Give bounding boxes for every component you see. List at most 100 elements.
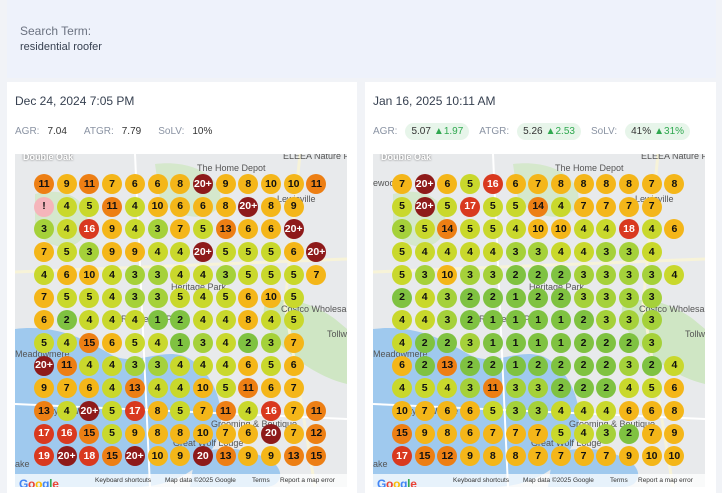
rank-marker[interactable]: 5 — [215, 242, 236, 263]
rank-marker[interactable]: 19 — [34, 446, 54, 467]
rank-marker[interactable]: 20+ — [124, 446, 145, 467]
rank-marker[interactable]: 4 — [170, 264, 191, 285]
rank-marker[interactable]: 4 — [56, 332, 77, 353]
rank-marker[interactable]: 5 — [482, 401, 503, 421]
rank-marker[interactable]: 13 — [124, 378, 145, 399]
rank-marker[interactable]: 7 — [283, 423, 304, 444]
rank-marker[interactable]: 12 — [306, 423, 327, 444]
rank-marker[interactable]: 8 — [147, 423, 168, 444]
rank-marker[interactable]: 5 — [641, 378, 662, 399]
rank-marker[interactable]: 3 — [147, 355, 168, 376]
rank-marker[interactable]: 5 — [460, 174, 481, 194]
rank-marker[interactable]: 3 — [460, 332, 481, 353]
rank-marker[interactable]: 7 — [641, 174, 662, 194]
rank-marker[interactable]: 4 — [215, 310, 236, 331]
rank-marker[interactable]: 20+ — [56, 446, 77, 467]
rank-marker[interactable]: 2 — [437, 332, 458, 353]
rank-marker[interactable]: 3 — [460, 378, 481, 399]
rank-marker[interactable]: 6 — [283, 355, 304, 376]
rank-marker[interactable]: 3 — [573, 264, 594, 285]
rank-marker[interactable]: 2 — [596, 332, 617, 353]
rank-marker[interactable]: 2 — [596, 378, 617, 399]
rank-marker[interactable]: 6 — [641, 401, 662, 421]
rank-marker[interactable]: 3 — [641, 310, 662, 331]
rank-marker[interactable]: 5 — [283, 310, 304, 331]
rank-marker[interactable]: 20 — [192, 446, 213, 467]
rank-grid-map[interactable]: Double Oak The Home Depot ELEEA Nature Pre… — [15, 154, 347, 487]
rank-marker[interactable]: 4 — [437, 378, 458, 399]
rank-marker[interactable]: 3 — [261, 332, 281, 353]
rank-marker[interactable]: 4 — [170, 378, 191, 399]
rank-marker[interactable]: 5 — [392, 242, 412, 263]
rank-marker[interactable]: 2 — [550, 355, 571, 376]
rank-marker[interactable]: 6 — [437, 174, 458, 194]
rank-marker[interactable]: 10 — [437, 264, 458, 285]
rank-marker[interactable]: 4 — [460, 242, 481, 263]
rank-marker[interactable]: 4 — [147, 332, 168, 353]
rank-marker[interactable]: 15 — [306, 446, 327, 467]
rank-marker[interactable]: 4 — [147, 242, 168, 263]
rank-marker[interactable]: 5 — [102, 423, 123, 444]
rank-marker[interactable]: 8 — [170, 423, 191, 444]
rank-marker[interactable]: 13 — [215, 446, 236, 467]
rank-marker[interactable]: 13 — [34, 401, 54, 421]
rank-marker[interactable]: 4 — [102, 287, 123, 308]
rank-marker[interactable]: 5 — [392, 196, 412, 217]
rank-marker[interactable]: 7 — [619, 196, 639, 217]
rank-marker[interactable]: 14 — [437, 219, 458, 240]
rank-marker[interactable]: 1 — [505, 310, 526, 331]
rank-marker[interactable]: 3 — [528, 242, 549, 263]
rank-marker[interactable]: 3 — [124, 287, 145, 308]
rank-marker[interactable]: 8 — [238, 174, 259, 194]
rank-marker[interactable]: 6 — [437, 401, 458, 421]
rank-marker[interactable]: 9 — [283, 196, 304, 217]
rank-marker[interactable]: ! — [34, 196, 54, 217]
rank-marker[interactable]: 20+ — [34, 355, 54, 376]
rank-marker[interactable]: 2 — [573, 332, 594, 353]
rank-marker[interactable]: 8 — [238, 310, 259, 331]
rank-marker[interactable]: 5 — [505, 196, 526, 217]
rank-marker[interactable]: 20+ — [283, 219, 304, 240]
rank-marker[interactable]: 9 — [619, 446, 639, 467]
rank-marker[interactable]: 4 — [215, 355, 236, 376]
rank-marker[interactable]: 2 — [460, 355, 481, 376]
rank-marker[interactable]: 4 — [79, 310, 100, 331]
rank-marker[interactable]: 4 — [550, 196, 571, 217]
rank-marker[interactable]: 7 — [283, 378, 304, 399]
rank-marker[interactable]: 7 — [573, 196, 594, 217]
rank-marker[interactable]: 5 — [261, 264, 281, 285]
rank-marker[interactable]: 6 — [460, 401, 481, 421]
rank-marker[interactable]: 4 — [641, 242, 662, 263]
rank-marker[interactable]: 5 — [283, 287, 304, 308]
rank-marker[interactable]: 3 — [34, 219, 54, 240]
rank-marker[interactable]: 18 — [619, 219, 639, 240]
rank-marker[interactable]: 7 — [528, 446, 549, 467]
rank-marker[interactable]: 10 — [147, 446, 168, 467]
rank-marker[interactable]: 7 — [283, 332, 304, 353]
rank-marker[interactable]: 2 — [482, 287, 503, 308]
rank-marker[interactable]: 5 — [437, 196, 458, 217]
rank-marker[interactable]: 4 — [192, 355, 213, 376]
rank-marker[interactable]: 6 — [238, 423, 259, 444]
rank-marker[interactable]: 5 — [283, 264, 304, 285]
rank-marker[interactable]: 1 — [505, 355, 526, 376]
rank-marker[interactable]: 6 — [34, 310, 54, 331]
rank-marker[interactable]: 2 — [460, 287, 481, 308]
rank-marker[interactable]: 4 — [170, 355, 191, 376]
rank-marker[interactable]: 6 — [238, 355, 259, 376]
rank-marker[interactable]: 1 — [482, 310, 503, 331]
rank-marker[interactable]: 6 — [124, 174, 145, 194]
rank-marker[interactable]: 2 — [550, 264, 571, 285]
rank-marker[interactable]: 16 — [482, 174, 503, 194]
rank-marker[interactable]: 3 — [641, 264, 662, 285]
rank-marker[interactable]: 5 — [56, 287, 77, 308]
rank-marker[interactable]: 9 — [102, 219, 123, 240]
rank-marker[interactable]: 3 — [437, 310, 458, 331]
rank-marker[interactable]: 8 — [596, 174, 617, 194]
rank-marker[interactable]: 2 — [550, 287, 571, 308]
rank-marker[interactable]: 10 — [392, 401, 412, 421]
rank-marker[interactable]: 10 — [192, 378, 213, 399]
rank-marker[interactable]: 3 — [124, 355, 145, 376]
rank-marker[interactable]: 3 — [641, 287, 662, 308]
rank-marker[interactable]: 7 — [34, 242, 54, 263]
